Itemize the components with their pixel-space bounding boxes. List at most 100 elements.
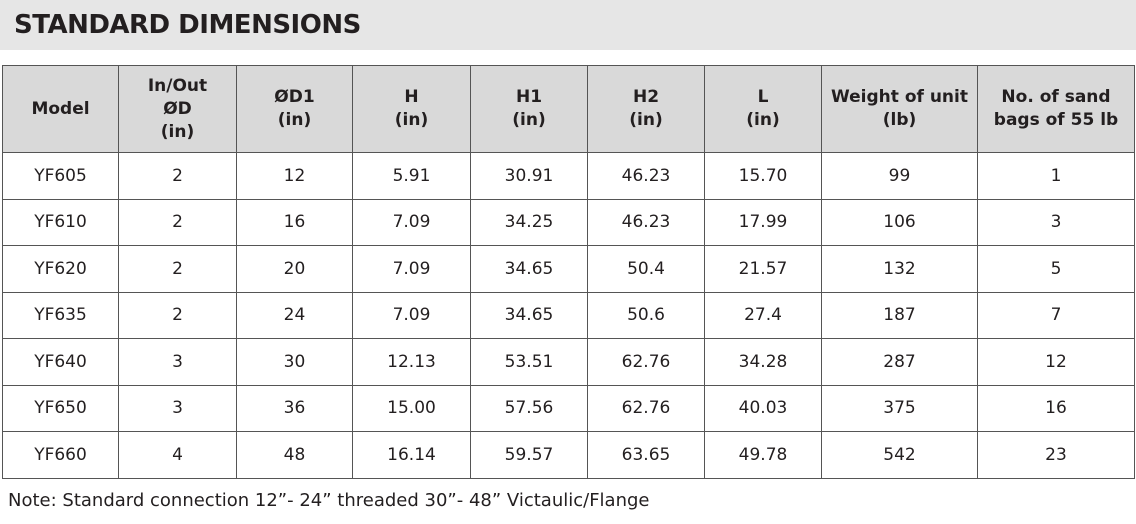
table-row: YF610 2 16 7.09 34.25 46.23 17.99 106 3	[2, 198, 1135, 246]
table-cell: 34.65	[470, 291, 588, 339]
table-cell: 15.00	[352, 384, 471, 432]
table-cell: 30	[236, 338, 353, 386]
header-line: No. of sand	[1001, 87, 1111, 107]
table-row: YF605 2 12 5.91 30.91 46.23 15.70 99 1	[2, 152, 1135, 200]
header-line: Model	[31, 98, 90, 119]
header-cell: H2 (in)	[587, 65, 705, 153]
table-cell: 57.56	[470, 384, 588, 432]
table-cell: 3	[977, 198, 1135, 246]
header-line: (in)	[629, 110, 663, 130]
header-line: In/Out	[147, 75, 208, 96]
title: STANDARD DIMENSIONS	[14, 10, 361, 40]
table-cell: 34.65	[470, 245, 588, 293]
header-line: bags of 55 lb	[993, 110, 1119, 130]
header-cell: Weight of unit (lb)	[821, 65, 978, 153]
table-cell: 375	[821, 384, 978, 432]
header-line: (in)	[512, 110, 546, 130]
dimensions-table: Model In/Out ØD (in) ØD1 (in) H (in) H1 (in) H2 (in…	[2, 65, 1135, 479]
header-cell: H1 (in)	[470, 65, 588, 153]
table-cell: 2	[118, 198, 237, 246]
title-band	[0, 0, 1136, 50]
header-line: (in)	[160, 121, 195, 142]
table-cell: 3	[118, 338, 237, 386]
table-cell: 16.14	[352, 431, 471, 479]
table-cell: YF635	[2, 291, 119, 339]
table-cell: 132	[821, 245, 978, 293]
header-cell: No. of sand bags of 55 lb	[977, 65, 1135, 153]
table-cell: 48	[236, 431, 353, 479]
header-cell: In/Out ØD (in)	[118, 65, 237, 153]
table-cell: 24	[236, 291, 353, 339]
table-cell: 2	[118, 245, 237, 293]
table-row: YF650 3 36 15.00 57.56 62.76 40.03 375 16	[2, 384, 1135, 432]
header-line: ØD	[163, 98, 192, 119]
table-cell: 49.78	[704, 431, 822, 479]
table-cell: 106	[821, 198, 978, 246]
table-cell: 5.91	[352, 152, 471, 200]
header-line: H2	[632, 87, 660, 107]
header-line: H	[404, 87, 419, 107]
table-cell: 59.57	[470, 431, 588, 479]
table-cell: 63.65	[587, 431, 705, 479]
header-line: (in)	[394, 110, 429, 130]
table-cell: YF605	[2, 152, 119, 200]
table-cell: 7.09	[352, 245, 471, 293]
table-cell: YF650	[2, 384, 119, 432]
header-line: ØD1	[274, 87, 315, 107]
header-cell: Model	[2, 65, 119, 153]
table-cell: 50.4	[587, 245, 705, 293]
header-cell: L (in)	[704, 65, 822, 153]
table-row: YF660 4 48 16.14 59.57 63.65 49.78 542 23	[2, 431, 1135, 479]
header-cell: H (in)	[352, 65, 471, 153]
table-row: YF640 3 30 12.13 53.51 62.76 34.28 287 12	[2, 338, 1135, 386]
table-cell: 2	[118, 291, 237, 339]
table-cell: 187	[821, 291, 978, 339]
note: Note: Standard connection 12”- 24” threa…	[8, 490, 650, 511]
header-line: L	[757, 87, 769, 107]
table-cell: 53.51	[470, 338, 588, 386]
table-cell: 20	[236, 245, 353, 293]
table-cell: 30.91	[470, 152, 588, 200]
table-cell: 17.99	[704, 198, 822, 246]
table-cell: 16	[977, 384, 1135, 432]
table-cell: 36	[236, 384, 353, 432]
header-line: (in)	[277, 110, 312, 130]
table-cell: 287	[821, 338, 978, 386]
table-row: YF620 2 20 7.09 34.65 50.4 21.57 132 5	[2, 245, 1135, 293]
table-cell: YF660	[2, 431, 119, 479]
table-cell: YF610	[2, 198, 119, 246]
table-row: YF635 2 24 7.09 34.65 50.6 27.4 187 7	[2, 291, 1135, 339]
table-cell: 2	[118, 152, 237, 200]
table-cell: 7.09	[352, 198, 471, 246]
table-cell: 12.13	[352, 338, 471, 386]
table-cell: 5	[977, 245, 1135, 293]
table-cell: 40.03	[704, 384, 822, 432]
table-body: YF605 2 12 5.91 30.91 46.23 15.70 99 1 YF610 2 16 7.…	[2, 152, 1135, 479]
header-line: H1	[515, 87, 543, 107]
table-cell: 34.28	[704, 338, 822, 386]
table-cell: 542	[821, 431, 978, 479]
header-row: Model In/Out ØD (in) ØD1 (in) H (in) H1 (in) H2 (in…	[2, 65, 1135, 153]
table-cell: YF620	[2, 245, 119, 293]
table-cell: 50.6	[587, 291, 705, 339]
table-cell: 12	[236, 152, 353, 200]
table-cell: YF640	[2, 338, 119, 386]
table-cell: 3	[118, 384, 237, 432]
table-cell: 16	[236, 198, 353, 246]
header-cell: ØD1 (in)	[236, 65, 353, 153]
table-cell: 12	[977, 338, 1135, 386]
table-cell: 99	[821, 152, 978, 200]
table-cell: 7	[977, 291, 1135, 339]
table-cell: 1	[977, 152, 1135, 200]
table-cell: 62.76	[587, 338, 705, 386]
table-cell: 23	[977, 431, 1135, 479]
table-cell: 46.23	[587, 152, 705, 200]
table-cell: 62.76	[587, 384, 705, 432]
header-line: (in)	[746, 110, 780, 130]
table-cell: 15.70	[704, 152, 822, 200]
table-cell: 46.23	[587, 198, 705, 246]
table-cell: 27.4	[704, 291, 822, 339]
table-cell: 21.57	[704, 245, 822, 293]
header-line: (lb)	[882, 110, 917, 130]
